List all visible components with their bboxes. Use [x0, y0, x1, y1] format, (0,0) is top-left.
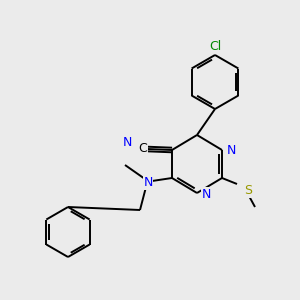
Text: S: S — [244, 184, 252, 197]
Text: Cl: Cl — [209, 40, 221, 52]
Text: N: N — [202, 188, 211, 200]
Text: N: N — [143, 176, 153, 190]
Text: N: N — [227, 143, 236, 157]
Text: N: N — [122, 136, 132, 149]
Text: C: C — [139, 142, 147, 154]
